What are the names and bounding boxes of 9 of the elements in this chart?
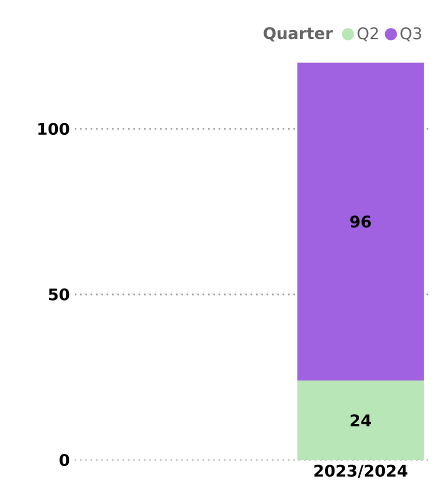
legend-label: Q2: [358, 27, 378, 42]
y-tick-label: 50: [48, 288, 70, 300]
legend-title: Quarter: [264, 27, 333, 42]
x-tick-label: 2023/2024: [314, 464, 408, 478]
legend-label: Q3: [400, 27, 422, 42]
y-tick-label: 0: [60, 454, 70, 466]
y-tick-label: 100: [38, 122, 70, 135]
data-label: 24: [350, 414, 371, 426]
data-label: 96: [350, 216, 371, 228]
